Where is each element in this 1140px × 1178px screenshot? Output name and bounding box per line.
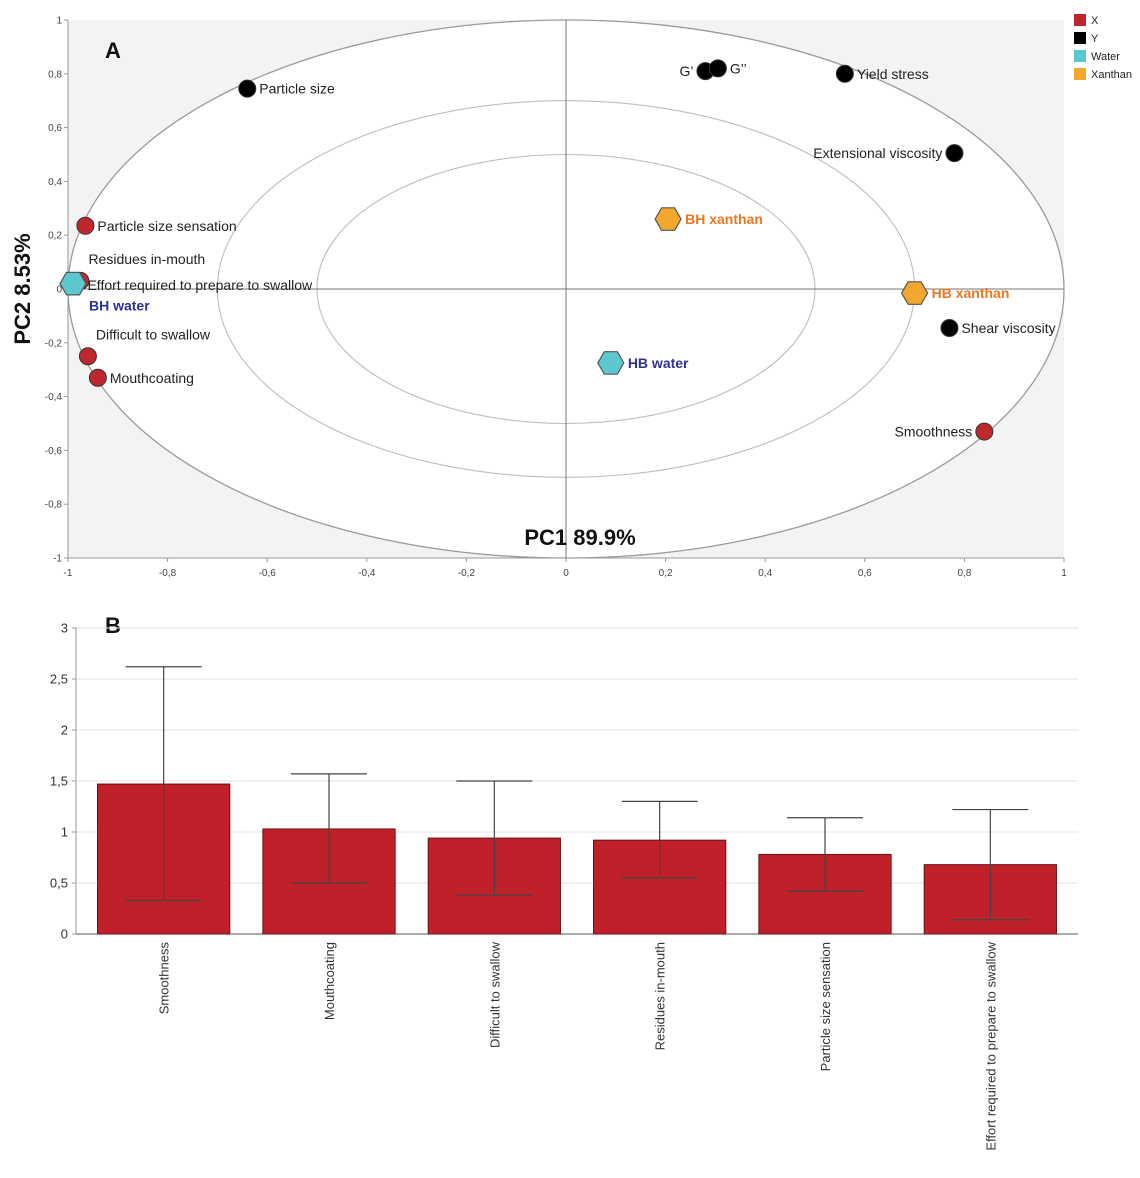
point-label-particle-size-sensation: Particle size sensation — [97, 218, 236, 234]
pca-biplot-panel: -1 -0,8 -0,6 -0,4 -0,2 0 0,2 0,4 0,6 0,8 1 -1 -0,8 -0… — [10, 16, 1067, 580]
legend: XY Water Xanthan — [1074, 14, 1132, 81]
y-tick-label: 0,8 — [48, 69, 62, 80]
y-tick-label: 0,4 — [48, 177, 62, 188]
legend-label-y: Y — [1091, 33, 1099, 45]
y-tick-label: -0,6 — [45, 446, 63, 457]
y-tick-label: 1,5 — [50, 774, 68, 789]
x-tick-label: -0,8 — [159, 568, 177, 579]
legend-swatch-water — [1074, 50, 1086, 62]
y-tick-label: 0,6 — [48, 123, 62, 134]
legend-label-xanthan: Xanthan — [1091, 69, 1132, 81]
point-label-effort-required-to-prepare-to-swallow: Effort required to prepare to swallow — [87, 277, 313, 293]
point-label-bh-water: BH water — [89, 298, 150, 314]
x-tick-label-mouthcoating: Mouthcoating — [322, 942, 337, 1020]
x-tick-label-smoothness: Smoothness — [157, 942, 172, 1015]
x-tick-label: 1 — [1061, 568, 1067, 579]
point-label-mouthcoating: Mouthcoating — [110, 370, 194, 386]
x-axis-title: PC1 89.9% — [524, 525, 635, 550]
point-hb-xanthan — [900, 281, 929, 305]
point-label-particle-size: Particle size — [259, 81, 335, 97]
x-tick-label-particle-size-sensation: Particle size sensation — [818, 942, 833, 1071]
y-tick-label: 1 — [61, 825, 68, 840]
y-tick-label: -0,2 — [45, 338, 63, 349]
point-hb-water — [597, 351, 625, 375]
panel-label-a: A — [105, 38, 121, 63]
point-yield-stress — [835, 64, 854, 83]
x-tick-label-effort-required-to-prepare-to-swallow: Effort required to prepare to swallow — [983, 941, 998, 1150]
y-axis-title: PC2 8.53% — [10, 233, 35, 344]
y-tick-label: 0 — [56, 285, 62, 296]
point-label-bh-xanthan: BH xanthan — [685, 211, 763, 227]
point-mouthcoating — [88, 368, 107, 387]
point-label-residues-in-mouth: Residues in-mouth — [88, 251, 205, 267]
point-label-difficult-to-swallow: Difficult to swallow — [96, 326, 211, 342]
y-tick-label: -0,4 — [45, 392, 63, 403]
point-g — [708, 59, 727, 78]
point-smoothness — [975, 422, 994, 441]
y-tick-label: 0 — [61, 927, 68, 942]
point-label-smoothness: Smoothness — [894, 424, 972, 440]
y-tick-label: 0,5 — [50, 876, 68, 891]
point-label-hb-xanthan: HB xanthan — [932, 285, 1010, 301]
x-tick-label: -0,2 — [458, 568, 476, 579]
x-tick-label: 0,6 — [858, 568, 872, 579]
point-label-yield-stress: Yield stress — [857, 66, 929, 82]
point-label-g: G’ — [679, 63, 693, 79]
legend-swatch-x — [1074, 14, 1086, 26]
point-label-extensional-viscosity: Extensional viscosity — [813, 145, 942, 161]
legend-label-water: Water — [1091, 51, 1120, 63]
y-tick-label: 1 — [56, 16, 62, 27]
y-tick-label: 0,2 — [48, 231, 62, 242]
y-tick-label: 2,5 — [50, 672, 68, 687]
x-tick-label-residues-in-mouth: Residues in-mouth — [653, 942, 668, 1050]
point-difficult-to-swallow — [78, 347, 97, 366]
panel-label-b: B — [105, 613, 121, 638]
legend-swatch-y — [1074, 32, 1086, 44]
legend-swatch-xanthan — [1074, 68, 1086, 80]
x-tick-label: -0,6 — [259, 568, 277, 579]
point-bh-xanthan — [654, 207, 682, 231]
x-tick-label: 0,2 — [659, 568, 673, 579]
y-tick-label: -1 — [53, 554, 62, 565]
x-tick-label-difficult-to-swallow: Difficult to swallow — [487, 941, 502, 1048]
point-particle-size — [238, 79, 257, 98]
x-tick-label: -1 — [64, 568, 73, 579]
point-label-shear-viscosity: Shear viscosity — [961, 320, 1055, 336]
point-label-g: G’’ — [730, 60, 747, 76]
x-tick-label: -0,4 — [358, 568, 376, 579]
legend-label-x: X — [1091, 15, 1099, 27]
point-particle-size-sensation — [76, 216, 95, 235]
point-bh-water — [59, 271, 87, 296]
y-tick-label: -0,8 — [45, 500, 63, 511]
x-tick-label: 0,8 — [957, 568, 971, 579]
point-shear-viscosity — [940, 319, 959, 338]
x-tick-label: 0,4 — [758, 568, 772, 579]
bar-chart-panel: B 0 0,5 1 1,5 2 2,5 3 Smoothness Mouthcoating Diff… — [50, 613, 1078, 1151]
x-tick-label: 0 — [563, 568, 569, 579]
point-extensional-viscosity — [945, 144, 964, 163]
y-tick-label: 2 — [61, 723, 68, 738]
point-label-hb-water: HB water — [628, 355, 689, 371]
y-tick-label: 3 — [61, 621, 68, 636]
